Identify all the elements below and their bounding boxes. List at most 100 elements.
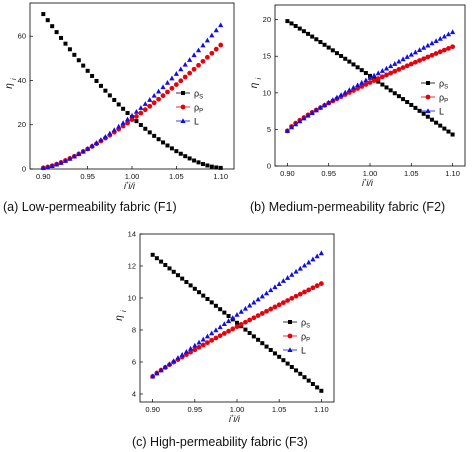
y-tick-label: 20 <box>263 15 271 24</box>
data-point-triangle <box>313 107 319 113</box>
data-point-triangle <box>187 57 193 62</box>
data-point-circle <box>178 78 184 84</box>
data-point-circle <box>379 74 385 80</box>
y-axis-label: η <box>4 83 15 89</box>
data-point-triangle <box>156 88 162 94</box>
data-point-triangle <box>363 77 369 83</box>
data-point-square <box>226 314 231 318</box>
data-point-triangle <box>154 370 160 376</box>
y-axis-label: η <box>114 315 125 321</box>
x-tick-label: 1.10 <box>213 172 228 181</box>
data-point-square <box>392 91 397 96</box>
data-point-triangle <box>175 355 181 360</box>
data-point-square <box>363 71 368 76</box>
chart-panel-a: 0.90 0.95 1.00 1.05 1.10 0 20 40 60 η i i*i/i ρS ρP L <box>4 2 235 191</box>
y-tick-label: 15 <box>263 52 271 61</box>
data-point-circle <box>289 295 295 301</box>
data-point-triangle <box>284 128 290 133</box>
data-point-square <box>264 344 269 349</box>
data-point-circle <box>302 289 307 295</box>
data-point-square <box>285 19 290 24</box>
data-point-triangle <box>107 130 113 136</box>
data-point-triangle <box>234 312 240 317</box>
y-tick-label: 8 <box>132 326 136 335</box>
x-tick-label: 0.90 <box>36 172 51 181</box>
y-tick-label: 10 <box>128 294 136 303</box>
data-point-square <box>209 164 214 169</box>
data-point-square <box>175 273 180 278</box>
data-point-circle <box>204 54 210 60</box>
data-point-circle <box>221 331 227 336</box>
data-point-circle <box>196 62 201 68</box>
series-triangle <box>40 22 224 170</box>
data-point-square <box>289 21 294 26</box>
data-point-circle <box>255 313 261 319</box>
data-point-square <box>192 286 197 291</box>
data-point-triangle <box>350 84 357 90</box>
data-point-square <box>201 293 206 298</box>
data-point-square <box>251 334 256 339</box>
data-point-triangle <box>276 281 282 286</box>
data-point-square <box>67 47 72 52</box>
x-tick-label: 1.10 <box>445 169 460 178</box>
data-point-circle <box>217 333 223 339</box>
data-point-circle <box>425 54 431 60</box>
data-point-square <box>293 23 298 28</box>
legend: ρS ρP L <box>283 318 310 356</box>
data-point-triangle <box>98 137 104 142</box>
data-point-triangle <box>259 293 265 299</box>
data-point-triangle <box>192 342 198 348</box>
y-tick-label: 0 <box>22 165 26 174</box>
data-point-square <box>339 53 344 58</box>
legend-marker-triangle <box>287 347 293 352</box>
data-point-triangle <box>383 65 390 71</box>
data-point-circle <box>441 47 447 53</box>
data-point-square <box>50 24 55 29</box>
x-axis-label: i*i/i <box>124 181 136 191</box>
legend-marker-square <box>426 81 430 85</box>
data-point-circle <box>238 322 244 327</box>
data-point-square <box>334 51 339 56</box>
data-point-square <box>45 18 50 23</box>
data-point-circle <box>280 300 286 306</box>
data-point-triangle <box>289 271 295 277</box>
data-point-circle <box>192 347 198 353</box>
data-point-square <box>94 78 99 83</box>
data-point-circle <box>196 344 202 350</box>
data-point-square <box>152 133 157 138</box>
data-point-square <box>138 123 143 128</box>
data-point-circle <box>142 107 148 113</box>
data-point-circle <box>413 59 418 65</box>
y-tick-label: 10 <box>263 88 271 97</box>
data-point-circle <box>421 56 427 62</box>
legend-label: ρP <box>301 332 310 344</box>
data-point-circle <box>138 110 144 116</box>
data-point-triangle <box>408 51 414 57</box>
data-point-triangle <box>40 165 46 170</box>
data-point-square <box>98 83 103 88</box>
data-point-triangle <box>441 33 447 39</box>
data-point-square <box>167 266 172 271</box>
data-point-triangle <box>392 61 398 66</box>
data-point-triangle <box>71 153 77 159</box>
data-point-circle <box>375 76 381 82</box>
data-point-square <box>322 42 327 47</box>
legend-label: ρS <box>301 318 310 330</box>
data-point-square <box>154 256 159 261</box>
data-point-circle <box>234 324 240 330</box>
data-point-circle <box>230 326 236 332</box>
data-point-triangle <box>49 163 55 169</box>
data-point-triangle <box>76 151 82 157</box>
data-point-triangle <box>346 87 352 93</box>
data-point-triangle <box>213 27 219 33</box>
data-point-triangle <box>425 42 431 48</box>
data-point-square <box>107 93 112 98</box>
y-tick-label: 4 <box>132 390 136 399</box>
data-point-square <box>72 52 77 57</box>
data-point-circle <box>306 287 312 293</box>
data-point-circle <box>134 114 139 119</box>
data-point-triangle <box>326 99 332 105</box>
data-point-square <box>351 62 356 67</box>
data-point-triangle <box>93 140 100 145</box>
y-axis-label: η <box>249 82 260 88</box>
